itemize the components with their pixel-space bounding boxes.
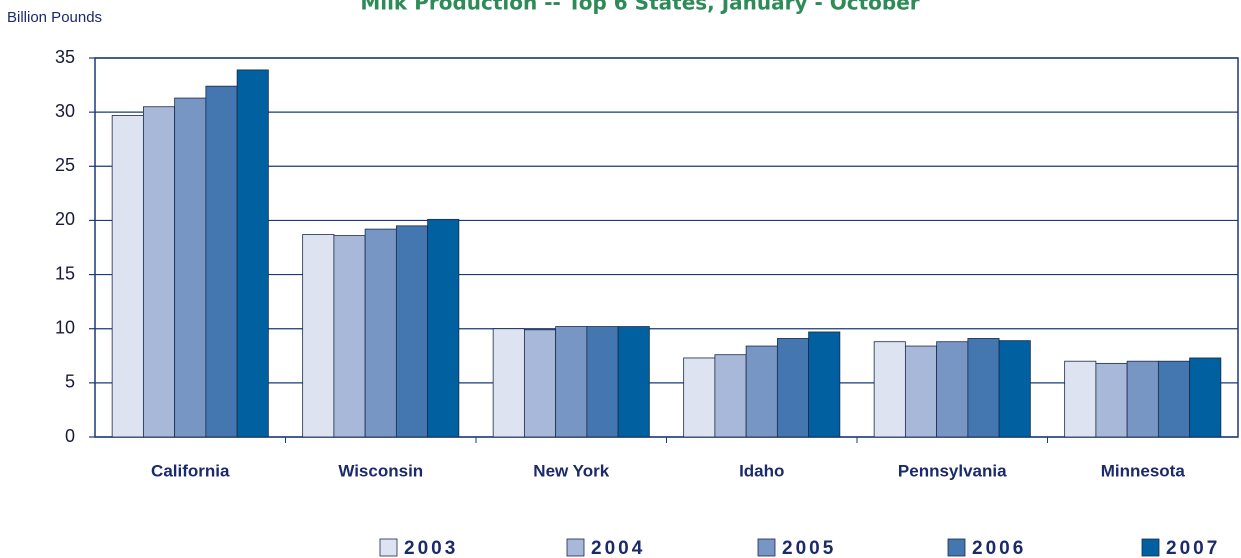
bar xyxy=(333,235,366,438)
bar xyxy=(1126,360,1159,438)
legend-swatch xyxy=(947,538,966,557)
bar xyxy=(364,228,397,438)
legend-label: 2006 xyxy=(972,538,1026,558)
y-tick-label: 15 xyxy=(55,263,75,283)
chart-title: Milk Production -- Top 6 States, January… xyxy=(360,0,919,15)
x-tick-label: Wisconsin xyxy=(338,461,423,480)
legend-label: 2003 xyxy=(404,538,458,558)
x-tick-label: California xyxy=(151,461,230,480)
legend-swatch xyxy=(379,538,398,557)
bar xyxy=(174,97,207,438)
bar xyxy=(205,85,238,438)
y-tick-label: 20 xyxy=(55,209,75,229)
y-tick-label: 30 xyxy=(55,101,75,121)
bar xyxy=(427,218,460,438)
bar xyxy=(967,338,1000,438)
bar xyxy=(111,114,144,438)
legend-label: 2007 xyxy=(1166,538,1220,558)
legend-swatch xyxy=(566,538,585,557)
legend-label: 2004 xyxy=(591,538,645,558)
bar xyxy=(776,338,810,438)
legend-swatch xyxy=(1141,538,1160,557)
y-tick-label: 35 xyxy=(55,47,75,67)
bar xyxy=(523,329,557,438)
y-tick-label: 10 xyxy=(55,317,75,337)
bar xyxy=(745,345,778,438)
legend-label: 2005 xyxy=(782,538,836,558)
bar xyxy=(555,326,588,438)
bar xyxy=(808,331,841,438)
bar xyxy=(1157,360,1191,438)
bar xyxy=(873,341,906,438)
legend-swatch xyxy=(757,538,776,557)
bar xyxy=(617,326,650,438)
y-tick-label: 25 xyxy=(55,155,75,175)
bar xyxy=(683,357,716,438)
bar xyxy=(714,354,747,438)
y-tick-label: 5 xyxy=(65,372,75,392)
bar xyxy=(998,340,1031,438)
bar xyxy=(236,69,269,438)
bar xyxy=(904,345,938,438)
bar xyxy=(936,341,969,438)
bar xyxy=(395,225,429,438)
bar xyxy=(1064,360,1097,438)
y-axis-label: Billion Pounds xyxy=(7,9,102,26)
x-tick-label: Idaho xyxy=(739,461,784,480)
x-tick-label: New York xyxy=(533,461,609,480)
bar xyxy=(1095,362,1128,438)
bar xyxy=(492,328,525,438)
y-tick-label: 0 xyxy=(65,426,75,446)
x-tick-label: Pennsylvania xyxy=(898,461,1007,480)
bar xyxy=(302,234,335,438)
bar xyxy=(1189,357,1222,438)
x-tick-label: Minnesota xyxy=(1101,461,1186,480)
bar xyxy=(142,106,176,438)
bar xyxy=(586,326,619,438)
